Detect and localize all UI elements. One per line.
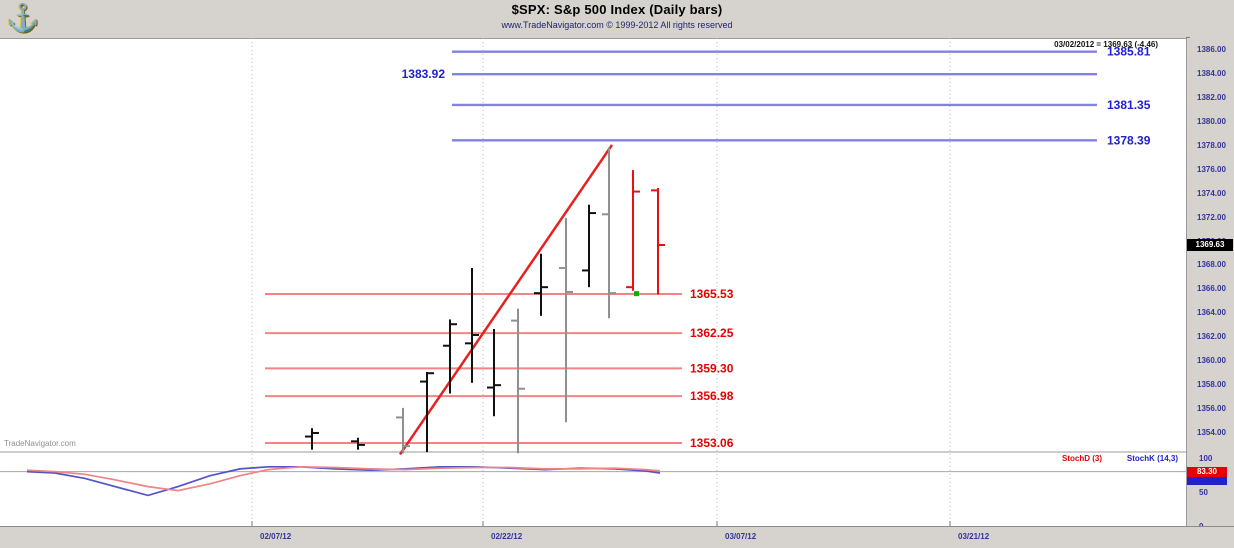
blue-level-label: 1385.81 — [1107, 45, 1151, 59]
ohlc-bar — [487, 328, 501, 417]
date-tick-label: 02/22/12 — [491, 532, 523, 541]
ohlc-bar — [511, 308, 525, 454]
price-plot-area[interactable] — [0, 38, 1186, 526]
red-level-label: 1362.25 — [690, 326, 734, 340]
stoch-d-legend: StochD (3) — [1062, 454, 1102, 463]
red-level-label: 1359.30 — [690, 361, 734, 375]
price-tick-label: 1374.00 — [1197, 188, 1226, 198]
ohlc-bar — [420, 372, 434, 453]
green-signal-marker — [634, 291, 639, 297]
price-tick-label: 1386.00 — [1197, 45, 1226, 55]
ohlc-bar — [396, 407, 410, 454]
price-tick-label: 1354.00 — [1197, 427, 1226, 437]
anchor-icon: ⚓ — [6, 3, 40, 33]
date-tick-label: 03/07/12 — [725, 532, 757, 541]
chart-title: $SPX: S&p 500 Index (Daily bars) — [511, 2, 723, 17]
watermark-text: TradeNavigator.com — [4, 439, 76, 448]
price-tick-label: 1358.00 — [1197, 379, 1226, 389]
ohlc-bar — [465, 268, 479, 383]
price-tick-label: 1360.00 — [1197, 356, 1226, 366]
ohlc-bar — [626, 170, 640, 291]
red-level-label: 1356.98 — [690, 389, 734, 403]
last-price-badge: 1369.63 — [1187, 239, 1233, 251]
date-axis[interactable]: 02/07/12 02/22/12 03/07/12 03/21/12 — [0, 526, 1234, 548]
ohlc-bar — [305, 428, 319, 450]
ohlc-bar — [582, 204, 596, 288]
red-level-label: 1365.53 — [690, 287, 734, 301]
date-tick-label: 03/21/12 — [958, 532, 990, 541]
price-tick-label: 1372.00 — [1197, 212, 1226, 222]
price-tick-label: 1366.00 — [1197, 284, 1226, 294]
price-axis[interactable]: 1386.00 1384.00 1382.00 1380.00 1378.00 1376.… — [1186, 38, 1234, 531]
ohlc-bar — [351, 437, 365, 450]
price-tick-label: 1382.00 — [1197, 93, 1226, 103]
stoch-d-badge: 83.30 — [1187, 467, 1227, 477]
stoch-d-line — [26, 465, 661, 492]
ohlc-bar — [534, 253, 548, 316]
ohlc-bar — [559, 217, 573, 423]
stoch-tick-label: 100 — [1199, 454, 1213, 463]
ohlc-bar — [651, 187, 665, 295]
trend-line[interactable] — [398, 144, 614, 456]
chart-subtitle: www.TradeNavigator.com © 1999-2012 All r… — [501, 20, 733, 30]
price-tick-label: 1356.00 — [1197, 403, 1226, 413]
price-tick-label: 1368.00 — [1197, 260, 1226, 270]
price-tick-label: 1378.00 — [1197, 140, 1226, 150]
ohlc-bar — [602, 147, 616, 319]
price-tick-label: 1364.00 — [1197, 308, 1226, 318]
price-tick-label: 1376.00 — [1197, 164, 1226, 174]
price-tick-label: 1380.00 — [1197, 117, 1226, 127]
price-tick-label: 1384.00 — [1197, 69, 1226, 79]
date-tick-label: 02/07/12 — [260, 532, 292, 541]
stoch-k-legend: StochK (14,3) — [1126, 454, 1178, 463]
last-quote-info: 03/02/2012 = 1369.63 (-4.46) — [1054, 40, 1158, 49]
stoch-k-badge — [1187, 477, 1227, 485]
stoch-tick-label: 50 — [1199, 488, 1208, 497]
ohlc-bar — [443, 319, 457, 394]
blue-level-label: 1381.35 — [1107, 98, 1151, 112]
chart-header: ⚓ $SPX: S&p 500 Index (Daily bars) www.T… — [0, 0, 1234, 38]
price-tick-label: 1362.00 — [1197, 332, 1226, 342]
red-level-label: 1353.06 — [690, 436, 734, 450]
blue-level-label: 1383.92 — [402, 67, 446, 81]
blue-level-label: 1378.39 — [1107, 133, 1151, 147]
